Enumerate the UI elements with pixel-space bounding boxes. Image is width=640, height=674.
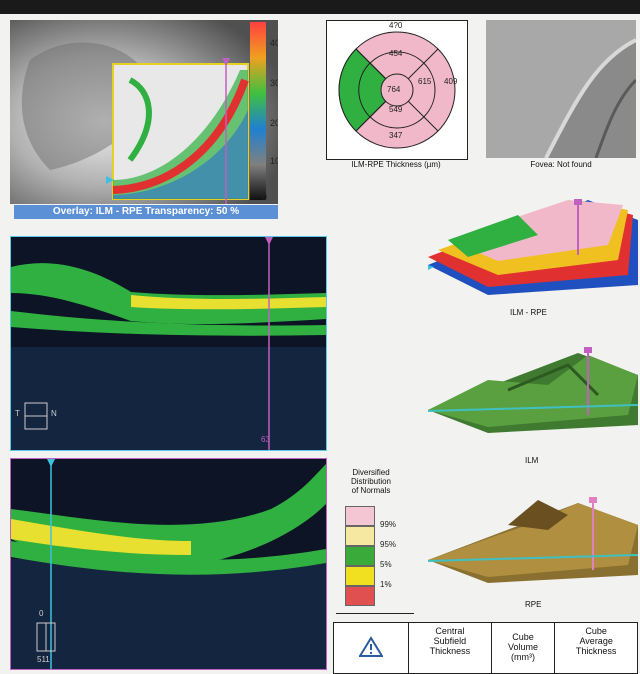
thickness-inner-nasal: 615 bbox=[418, 77, 432, 86]
ilm-rpe-thickness-map[interactable]: 4?0 454 764 615 409 549 347 bbox=[326, 20, 468, 160]
surface-ilm[interactable] bbox=[427, 345, 640, 440]
header-line: (mm³) bbox=[510, 652, 535, 662]
header-line: Volume bbox=[507, 642, 538, 652]
fovea-caption: Fovea: Not found bbox=[530, 160, 592, 169]
legend-swatch-1 bbox=[345, 566, 375, 586]
header-line: Thickness bbox=[429, 646, 471, 656]
fovea-svg bbox=[486, 20, 636, 158]
legend-title-line: Diversified bbox=[352, 468, 390, 477]
scale-tick: 400 bbox=[270, 38, 278, 48]
surface-ilm-label: ILM bbox=[525, 456, 539, 465]
etdrs-grid bbox=[338, 31, 456, 149]
slice-marker-top-label: 0 bbox=[39, 609, 44, 618]
legend-swatch-99 bbox=[345, 506, 375, 526]
warning-triangle-icon bbox=[358, 636, 384, 657]
header-line: Cube bbox=[512, 632, 534, 642]
bscan-vertical[interactable]: 0 511 bbox=[10, 458, 327, 670]
bscan-horizontal[interactable]: T N 63 bbox=[10, 236, 327, 451]
bscan-vertical-svg bbox=[11, 459, 326, 669]
overlay-transparency-bar[interactable]: Overlay: ILM - RPE Transparency: 50 % bbox=[14, 205, 278, 219]
thickness-outer-nasal: 409 bbox=[444, 77, 458, 86]
legend-label-99: 99% bbox=[380, 520, 397, 529]
orientation-temporal-label: T bbox=[15, 409, 20, 418]
surface-rpe-svg bbox=[427, 497, 639, 583]
thickness-map-caption: ILM-RPE Thickness (µm) bbox=[351, 160, 441, 169]
legend-label-95: 95% bbox=[380, 540, 397, 549]
header-line: Thickness bbox=[575, 646, 617, 656]
thickness-inner-inferior: 549 bbox=[389, 105, 403, 114]
legend-swatch-below-1 bbox=[345, 586, 375, 606]
top-bar bbox=[0, 0, 640, 14]
scale-tick: 0 µm bbox=[262, 192, 275, 204]
warning-cell bbox=[333, 622, 409, 674]
header-cube-average-thickness: Cube Average Thickness bbox=[554, 622, 638, 674]
slice-marker-label: 63 bbox=[261, 435, 270, 444]
header-line: Cube bbox=[585, 626, 607, 636]
legend-title-line: Distribution bbox=[350, 477, 391, 486]
header-central-subfield: Central Subfield Thickness bbox=[408, 622, 492, 674]
legend-title-line: of Normals bbox=[351, 486, 391, 495]
header-line: Subfield bbox=[433, 636, 467, 646]
scale-tick: 100 bbox=[270, 156, 278, 166]
thickness-central: 764 bbox=[387, 85, 401, 94]
fundus-overlay-image[interactable]: 400 300 200 100 0 µm bbox=[10, 20, 278, 204]
legend-swatch-95 bbox=[345, 526, 375, 546]
thickness-inner-superior: 454 bbox=[389, 49, 403, 58]
surface-ilm-svg bbox=[427, 347, 639, 433]
normative-legend: Diversified Distribution of Normals bbox=[336, 468, 406, 495]
header-line: Central bbox=[435, 626, 465, 636]
bscan-horizontal-svg bbox=[11, 237, 326, 450]
thickness-outer-superior: 4?0 bbox=[389, 21, 403, 30]
thickness-outer-inferior: 347 bbox=[389, 131, 403, 140]
legend-label-5: 5% bbox=[380, 560, 392, 569]
surface-ilm-rpe-svg bbox=[428, 199, 638, 295]
orientation-nasal-label: N bbox=[51, 409, 57, 418]
scale-tick: 300 bbox=[270, 78, 278, 88]
fovea-image[interactable] bbox=[486, 20, 636, 158]
divider bbox=[336, 613, 414, 614]
surface-ilm-rpe-label: ILM - RPE bbox=[510, 308, 547, 317]
surface-ilm-rpe[interactable] bbox=[428, 195, 640, 300]
legend-swatch-5 bbox=[345, 546, 375, 566]
slice-marker-bottom-label: 511 bbox=[37, 655, 50, 664]
surface-rpe[interactable] bbox=[427, 495, 640, 590]
scale-tick: 200 bbox=[270, 118, 278, 128]
fundus-svg bbox=[10, 20, 278, 204]
header-line: Average bbox=[579, 636, 613, 646]
summary-table: Central Subfield Thickness Cube Volume (… bbox=[333, 622, 638, 674]
header-cube-volume: Cube Volume (mm³) bbox=[490, 622, 556, 674]
legend-label-1: 1% bbox=[380, 580, 392, 589]
surface-rpe-label: RPE bbox=[525, 600, 542, 609]
